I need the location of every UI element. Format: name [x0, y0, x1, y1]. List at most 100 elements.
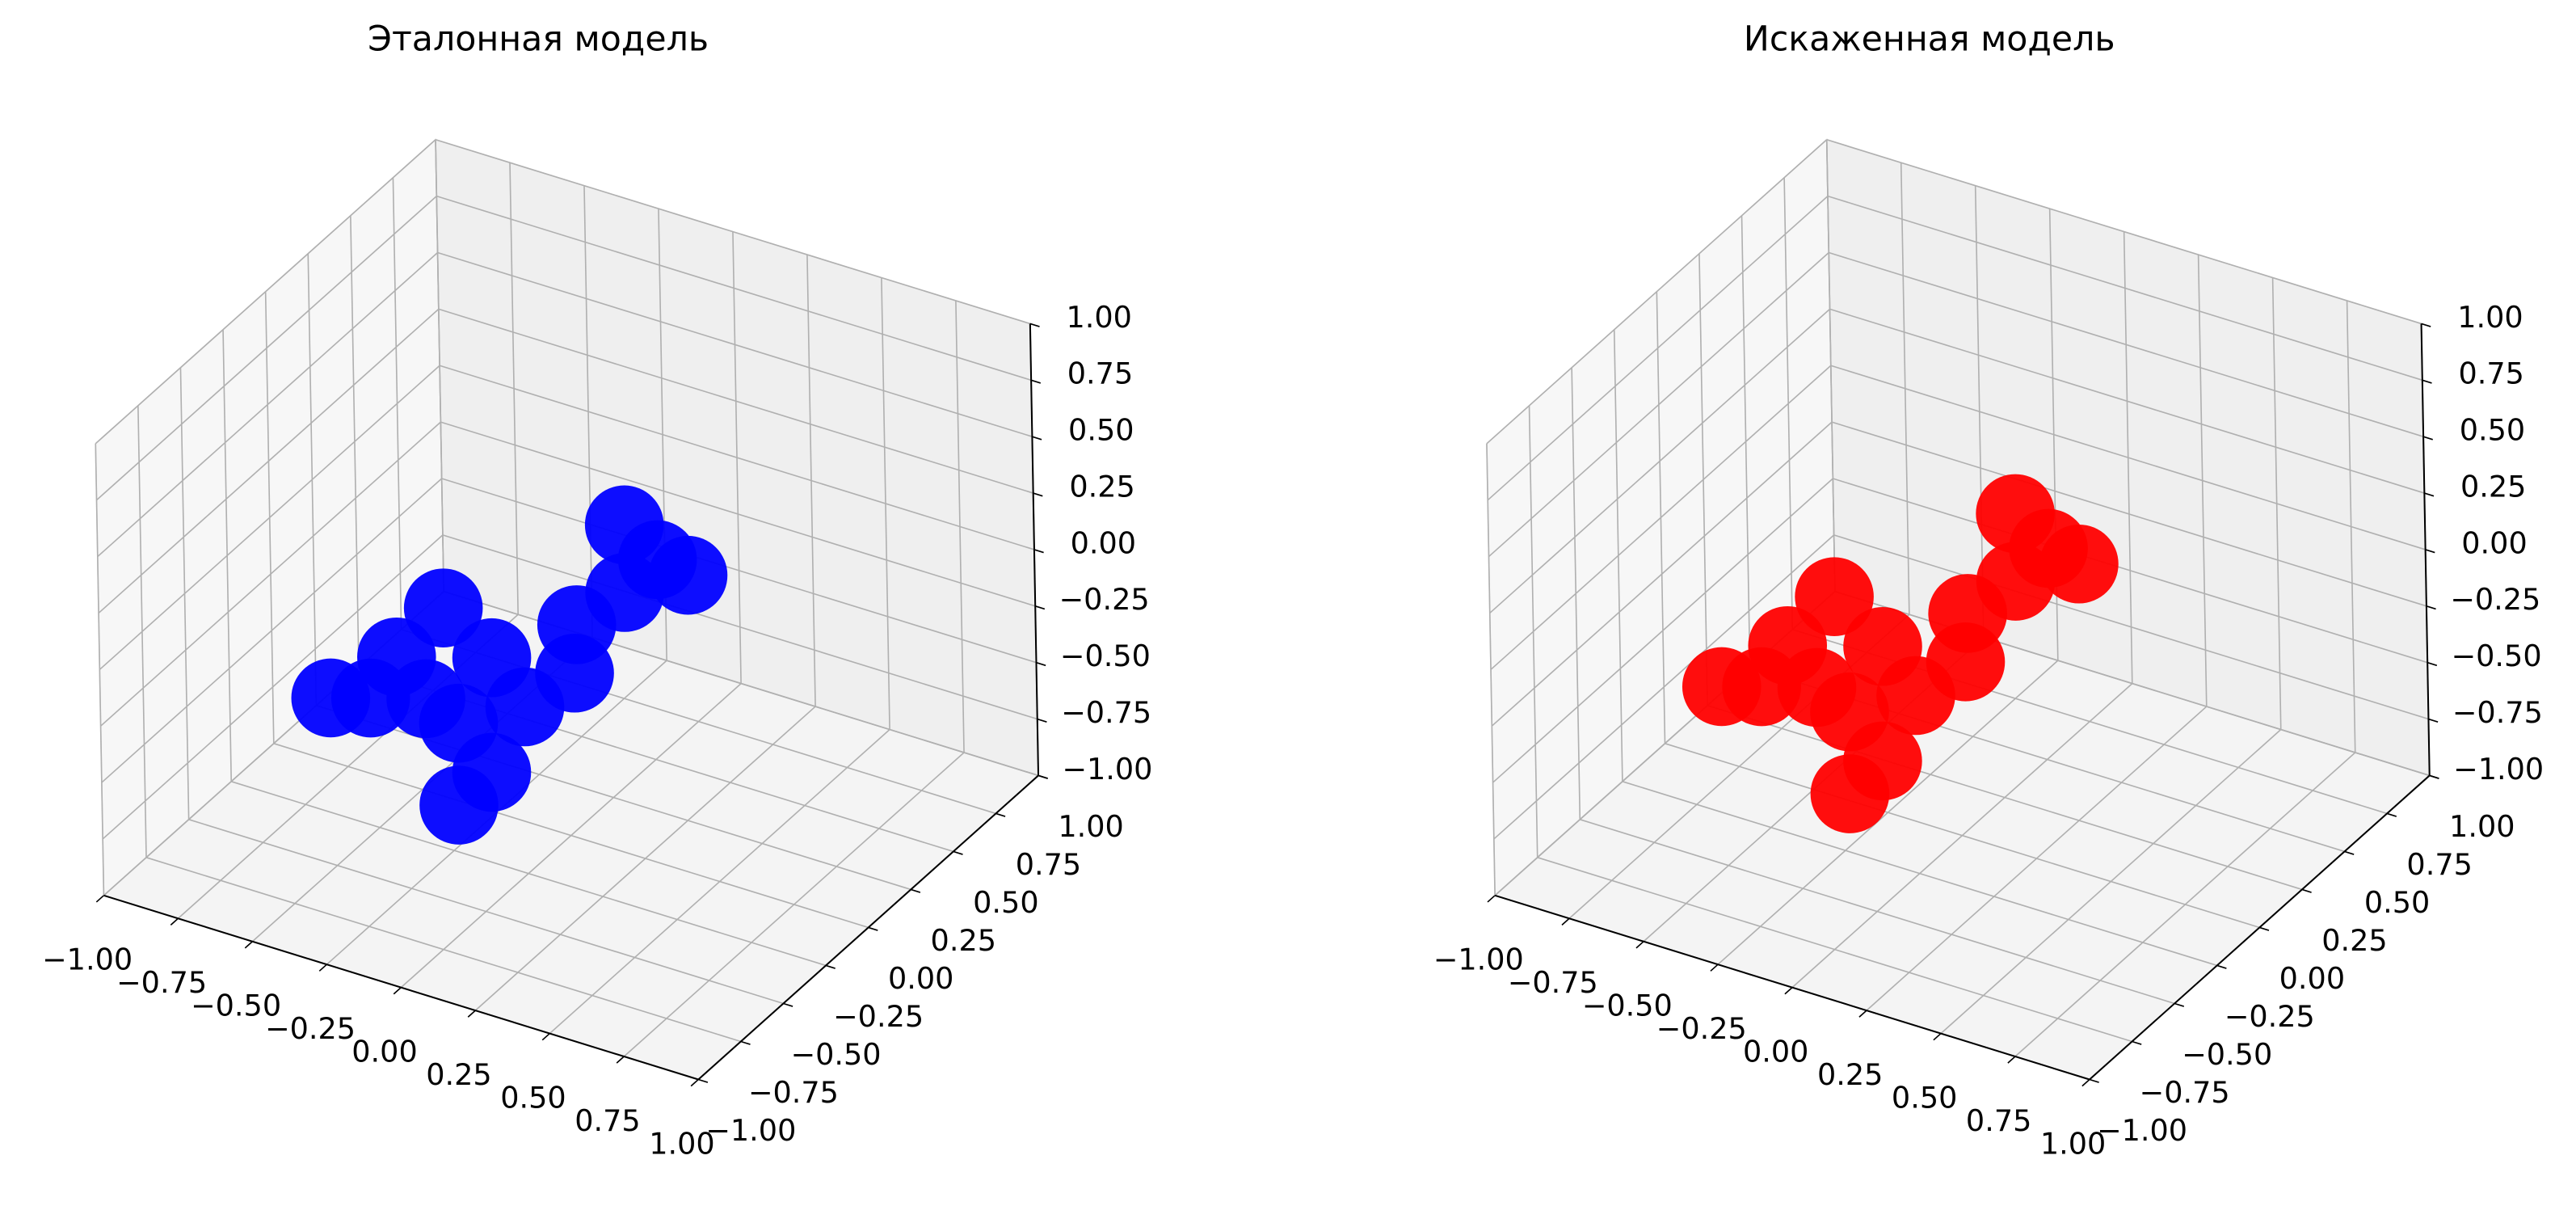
grid-line-z: [1830, 365, 2426, 550]
x-tick: [393, 987, 402, 995]
y-axis-line: [697, 774, 1039, 1081]
z-tick-label: 0.25: [2460, 469, 2526, 504]
grid-line-y: [1580, 819, 2175, 1005]
grid-line-z: [101, 478, 443, 783]
grid-line-y: [145, 857, 742, 1043]
z-tick-label: 0.50: [1068, 413, 1134, 448]
point: [1926, 622, 2006, 702]
y-tick-label: −1.00: [2097, 1113, 2187, 1148]
y-tick: [995, 812, 1006, 817]
y-tick-label: 0.75: [1016, 847, 1081, 882]
grid-line-z: [1488, 251, 1829, 558]
x-tick-label: −1.00: [1433, 942, 1524, 977]
z-tick: [2426, 605, 2436, 610]
y-tick: [953, 850, 963, 855]
x-tick-label: 1.00: [649, 1126, 714, 1161]
grid-line-y: [273, 743, 869, 929]
x-tick: [1710, 964, 1719, 972]
x-tick-label: −0.75: [1508, 965, 1598, 1000]
x-tick-label: 0.25: [1817, 1057, 1883, 1092]
grid-line-z: [1491, 421, 1833, 727]
grid-line-z: [1493, 534, 1835, 840]
grid-line-z: [1827, 195, 2423, 382]
y-tick-label: −0.25: [2225, 999, 2315, 1034]
x-tick: [1784, 987, 1793, 995]
z-tick: [2425, 549, 2435, 554]
point: [648, 535, 728, 615]
grid-line-z: [1489, 308, 1831, 614]
z-tick: [2421, 323, 2431, 327]
y-tick: [868, 926, 878, 931]
y-tick: [2386, 812, 2397, 817]
y-tick-label: 0.00: [2279, 961, 2345, 996]
z-tick-label: 0.75: [1067, 356, 1133, 391]
x-tick-label: 0.75: [1966, 1103, 2031, 1138]
x-tick-label: −0.75: [116, 965, 207, 1000]
y-tick: [911, 888, 921, 893]
z-tick: [1029, 323, 1040, 327]
grid-line-y: [1707, 705, 2303, 891]
point: [419, 765, 499, 845]
grid-line-z: [439, 365, 1035, 550]
z-tick: [2422, 379, 2432, 384]
x-tick: [244, 941, 253, 949]
y-tick: [783, 1002, 793, 1007]
x-tick: [318, 964, 327, 972]
y-tick-label: −0.75: [748, 1075, 839, 1110]
y-tick-label: 0.50: [2364, 885, 2430, 920]
x-tick: [541, 1032, 550, 1041]
grid-line-z: [435, 139, 1031, 325]
y-tick-label: 0.50: [973, 885, 1038, 920]
x-tick: [616, 1056, 625, 1064]
y-tick: [740, 1040, 751, 1045]
z-tick: [2427, 661, 2438, 667]
x-tick-label: −0.50: [191, 989, 281, 1023]
x-tick: [467, 1010, 476, 1018]
x-tick: [95, 895, 104, 903]
x-tick-label: −0.25: [265, 1011, 356, 1046]
x-tick: [1487, 895, 1496, 903]
grid-line-z: [1487, 196, 1829, 501]
z-tick: [2422, 436, 2433, 441]
grid-line-z: [98, 308, 440, 614]
z-tick-label: 1.00: [2457, 300, 2523, 335]
point: [403, 568, 483, 647]
z-tick-label: −0.25: [1059, 582, 1150, 617]
y-axis-line: [2089, 774, 2431, 1081]
grid-line-y: [1665, 743, 2260, 929]
grid-line-z: [1486, 139, 1828, 445]
x-tick-label: 0.00: [351, 1034, 417, 1069]
x-tick-label: 0.50: [1892, 1080, 1957, 1115]
y-tick-label: 1.00: [1058, 809, 1123, 844]
z-tick: [1033, 549, 1044, 554]
y-tick: [2259, 926, 2270, 931]
z-tick: [1032, 436, 1042, 441]
grid-line-z: [437, 251, 1033, 437]
z-tick-label: −0.75: [2452, 695, 2543, 730]
z-axis-line: [2420, 323, 2431, 776]
point: [357, 617, 436, 697]
y-tick-label: 0.00: [888, 961, 953, 996]
grid-line-z: [440, 421, 1036, 607]
y-tick-label: 0.25: [2321, 923, 2387, 958]
y-tick: [2344, 850, 2355, 855]
grid-line-z: [436, 195, 1032, 382]
grid-line-z: [1490, 365, 1832, 670]
z-tick: [1038, 774, 1048, 779]
point: [535, 633, 614, 713]
z-tick-label: 1.00: [1067, 300, 1132, 335]
grid-line-y: [1622, 781, 2217, 967]
grid-line-z: [1492, 478, 1833, 783]
grid-line-z: [438, 308, 1033, 494]
z-tick: [1034, 605, 1046, 610]
x-axis-line: [1494, 894, 2090, 1081]
z-tick: [2428, 718, 2439, 723]
x-tick-label: −0.50: [1582, 989, 1673, 1023]
z-axis-line: [1029, 323, 1040, 776]
y-tick: [2089, 1078, 2099, 1083]
y-tick-label: −0.75: [2140, 1075, 2230, 1110]
grid-line-z: [102, 534, 444, 840]
grid-line-z: [1829, 251, 2424, 437]
x-tick: [1933, 1032, 1942, 1041]
y-tick-label: 0.75: [2406, 847, 2472, 882]
